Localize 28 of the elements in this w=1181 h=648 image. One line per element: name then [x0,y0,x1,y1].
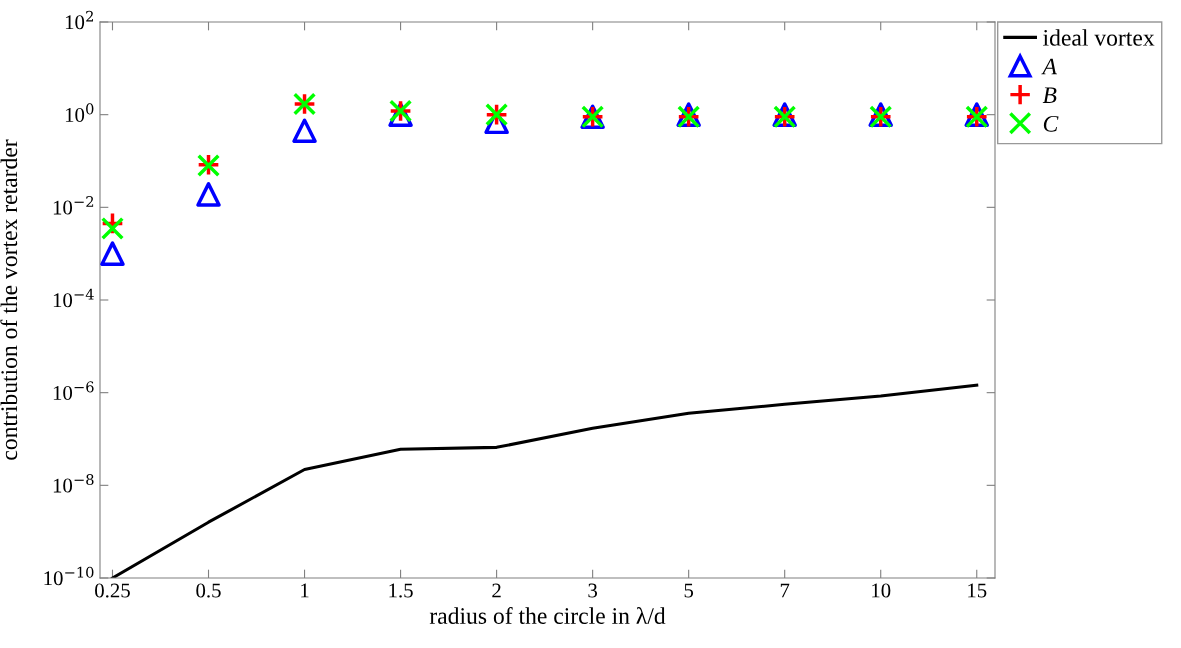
x-axis-title: radius of the circle in λ/d [429,607,666,624]
legend-label: C [1043,115,1059,132]
x-tick-label: 10 [872,583,891,598]
x-tick-label: 0.25 [95,583,130,598]
point [196,182,221,207]
x-tick-label: 3 [588,583,598,598]
y-tick-label: 10$^{0}$ [65,103,94,122]
point [100,241,125,266]
y-tick-label: 10$^{−6}$ [53,381,94,400]
legend-label: A [1041,58,1058,75]
x-tick-label: 5 [684,583,694,598]
y-tick-label: 10$^{−8}$ [53,474,94,493]
x-tick-label: 7 [780,583,790,598]
legend-label: ideal vortex [1043,29,1155,46]
y-tick-label: 10$^{−10}$ [44,566,94,586]
x-tick-label: 2 [492,583,501,598]
x-tick-label: 1.5 [389,583,413,598]
y-tick-label: 10$^{2}$ [65,10,93,30]
point [100,216,125,241]
point [292,118,317,144]
x-tick-label: 15 [968,583,987,598]
legend-label: B [1042,87,1057,103]
y-axis-title: contribution of the vortex retarder [0,139,18,460]
x-tick-label: 1 [301,583,309,598]
x-tick-label: 0.5 [196,583,221,598]
y-tick-label: 10$^{−4}$ [53,288,94,308]
y-tick-label: 10$^{−2}$ [53,196,94,215]
line-series [110,383,979,578]
